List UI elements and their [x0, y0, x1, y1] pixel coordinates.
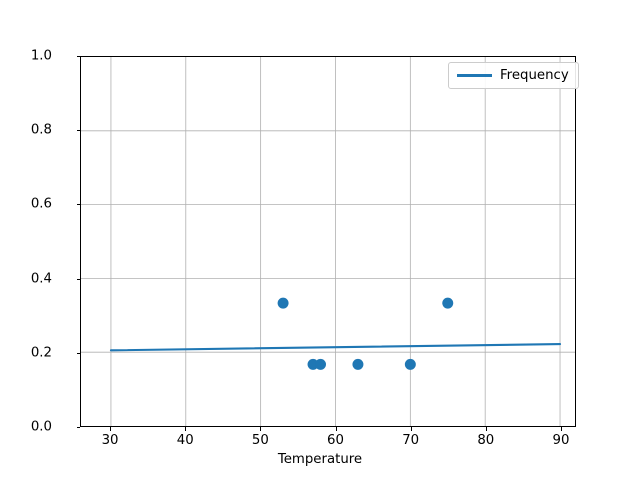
- scatter-point: [307, 358, 319, 370]
- x-tick-mark: [185, 427, 187, 431]
- x-tick-label: 30: [101, 433, 119, 448]
- y-tick-mark: [76, 352, 80, 354]
- y-tick-mark: [76, 56, 80, 58]
- x-tick-mark: [335, 427, 337, 431]
- y-tick-mark: [76, 204, 80, 206]
- legend-line-sample-icon: [457, 74, 492, 77]
- plot-axes-area: [80, 56, 576, 427]
- y-tick-label: 0.2: [30, 345, 52, 361]
- x-axis-label: Temperature: [277, 452, 363, 467]
- x-tick-mark: [485, 427, 487, 431]
- grid-lines: [81, 57, 575, 426]
- scatter-point: [277, 297, 289, 309]
- y-tick-mark: [76, 278, 80, 280]
- x-tick-mark: [110, 427, 112, 431]
- x-tick-mark: [260, 427, 262, 431]
- x-tick-mark: [410, 427, 412, 431]
- scatter-point: [352, 358, 364, 370]
- legend-entry-label: Frequency: [500, 68, 569, 83]
- x-tick-label: 40: [176, 433, 194, 448]
- y-tick-mark: [76, 130, 80, 132]
- line-series-frequency: [109, 343, 562, 352]
- y-tick-label: 0.8: [30, 122, 52, 138]
- x-tick-label: 90: [552, 433, 570, 448]
- scatter-point: [404, 358, 416, 370]
- y-tick-label: 0.6: [30, 196, 52, 212]
- y-tick-label: 0.0: [30, 419, 52, 435]
- y-tick-label: 0.4: [30, 271, 52, 287]
- x-tick-label: 50: [251, 433, 269, 448]
- x-tick-label: 60: [327, 433, 344, 448]
- data-series-layer: [109, 297, 562, 370]
- scatter-point: [315, 358, 326, 370]
- y-tick-label: 1.0: [30, 48, 52, 64]
- scatter-point: [442, 297, 454, 309]
- chart-legend: Frequency: [448, 62, 579, 89]
- y-tick-mark: [76, 427, 80, 429]
- x-tick-mark: [560, 427, 563, 431]
- x-tick-label: 80: [477, 433, 495, 448]
- x-tick-label: 70: [402, 433, 420, 448]
